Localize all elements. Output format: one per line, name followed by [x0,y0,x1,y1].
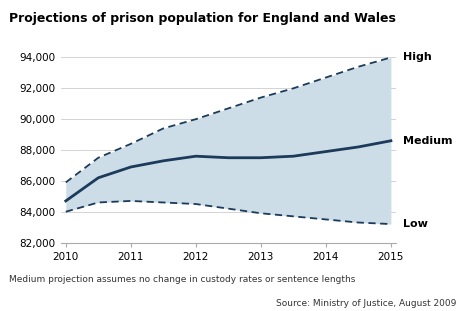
Text: Source: Ministry of Justice, August 2009: Source: Ministry of Justice, August 2009 [276,299,457,308]
Text: Medium projection assumes no change in custody rates or sentence lengths: Medium projection assumes no change in c… [9,275,356,284]
Text: Low: Low [403,219,428,229]
Text: High: High [403,53,432,63]
Text: Medium: Medium [403,136,452,146]
Text: Projections of prison population for England and Wales: Projections of prison population for Eng… [9,12,396,26]
